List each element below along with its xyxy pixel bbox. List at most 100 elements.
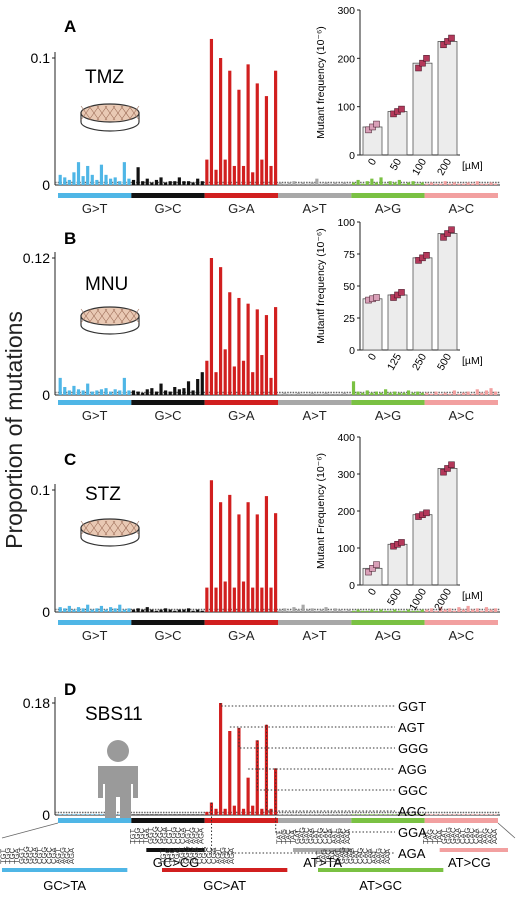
context-label: CGT bbox=[35, 848, 44, 864]
inset-bar bbox=[387, 543, 408, 586]
bar-G-to-C-3 bbox=[145, 178, 149, 185]
bar-G-to-A-3 bbox=[219, 267, 223, 395]
class-strip-G-to-A bbox=[204, 818, 278, 823]
bar-A-to-G-9 bbox=[393, 182, 397, 185]
bar-A-to-T-3 bbox=[292, 607, 296, 612]
person-head bbox=[107, 740, 129, 762]
context-label: CGA bbox=[178, 827, 187, 844]
y-tick-label-zero: 0 bbox=[42, 807, 50, 823]
bar-A-to-G-12 bbox=[406, 814, 411, 815]
bar-G-to-T-9 bbox=[99, 389, 104, 395]
bar-A-to-G-4 bbox=[370, 392, 374, 395]
y-tick-label-zero: 0 bbox=[42, 604, 50, 620]
context-label: CGC bbox=[44, 847, 53, 864]
bar-G-to-A-4 bbox=[223, 159, 227, 185]
bar-A-to-C-12 bbox=[480, 392, 484, 395]
bar-A-to-G-10 bbox=[397, 179, 401, 185]
class-label-G-to-A: G>A bbox=[228, 408, 255, 423]
bar-G-to-T-3 bbox=[72, 609, 76, 612]
bar-G-to-C-1 bbox=[136, 608, 140, 612]
inset-y-tick-label: 100 bbox=[337, 217, 355, 229]
inset-x-tick-label: 0 bbox=[366, 351, 379, 362]
bar-G-to-T-14 bbox=[122, 609, 126, 612]
bar-G-to-A-14 bbox=[269, 165, 273, 185]
inset-unit-label: [µM] bbox=[462, 160, 483, 172]
class-label-A-to-T: A>T bbox=[303, 408, 327, 423]
bar-A-to-G-2 bbox=[361, 610, 365, 612]
context-label: CGA bbox=[209, 847, 218, 864]
bar-A-to-C-4 bbox=[443, 181, 447, 185]
inset-replicate-marker bbox=[444, 38, 451, 45]
bar-A-to-C-10 bbox=[471, 393, 475, 395]
bar-G-to-C-13 bbox=[191, 182, 195, 185]
bar-A-to-G-6 bbox=[379, 814, 383, 815]
panel-d: D SBS11 0.18 0 GGT AGT GGG AGG GGC AGC GGA AGA bbox=[23, 680, 500, 861]
context-label: TGC bbox=[137, 827, 146, 844]
bar-G-to-A-6 bbox=[232, 165, 236, 185]
inset-replicate-marker bbox=[423, 252, 430, 259]
bar-A-to-C-1 bbox=[429, 393, 434, 395]
bar-G-to-C-15 bbox=[200, 181, 204, 185]
context-label: AGT bbox=[183, 828, 192, 844]
context-label: GGT bbox=[146, 827, 155, 844]
bar-G-to-T-9 bbox=[99, 814, 104, 815]
inset-bar bbox=[437, 41, 458, 156]
bar-G-to-C-6 bbox=[159, 177, 163, 185]
upper-legend-bar bbox=[146, 848, 205, 852]
bar-A-to-T-8 bbox=[315, 610, 319, 612]
context-label: CAC bbox=[467, 827, 476, 844]
context-label: CGG bbox=[200, 847, 209, 864]
context-label: TGC bbox=[168, 847, 177, 864]
bar-G-to-C-4 bbox=[150, 609, 154, 612]
context-label: TAG bbox=[319, 849, 328, 864]
bar-A-to-G-10 bbox=[397, 610, 401, 612]
inset-replicate-marker bbox=[415, 64, 422, 72]
context-label: TAC bbox=[324, 849, 333, 864]
bar-G-to-C-12 bbox=[186, 814, 191, 815]
bar-A-to-T-11 bbox=[329, 814, 333, 815]
bar-G-to-A-9 bbox=[246, 64, 250, 185]
bar-A-to-C-15 bbox=[494, 814, 498, 815]
bar-A-to-T-8 bbox=[315, 178, 319, 185]
context-label: CGT bbox=[195, 848, 204, 864]
bar-G-to-C-10 bbox=[177, 177, 181, 185]
bar-A-to-G-11 bbox=[402, 392, 406, 395]
bar-A-to-T-4 bbox=[296, 183, 301, 185]
bar-G-to-C-15 bbox=[200, 610, 204, 612]
context-label: AAG bbox=[481, 828, 490, 844]
class-label-G-to-C: G>C bbox=[154, 408, 181, 423]
context-label: AGG bbox=[58, 847, 67, 864]
dish-hatch bbox=[128, 308, 140, 324]
inset-replicate-marker bbox=[440, 468, 447, 476]
bar-A-to-C-12 bbox=[480, 183, 484, 185]
bar-A-to-C-2 bbox=[434, 183, 438, 185]
bar-G-to-A-11 bbox=[255, 740, 259, 815]
bar-G-to-C-8 bbox=[168, 181, 172, 185]
bar-A-to-T-15 bbox=[347, 814, 351, 815]
class-strip-G-to-A bbox=[204, 193, 278, 198]
bar-A-to-G-0 bbox=[351, 381, 356, 395]
class-strip-G-to-T bbox=[58, 620, 132, 625]
bar-G-to-C-11 bbox=[182, 181, 186, 185]
bar-A-to-G-14 bbox=[416, 391, 420, 395]
bar-A-to-T-5 bbox=[301, 182, 305, 185]
bar-A-to-C-0 bbox=[425, 609, 429, 612]
class-strip-A-to-G bbox=[351, 620, 425, 625]
inset-ylabel: Mutant Frequency (10⁻⁶) bbox=[315, 453, 327, 569]
bar-G-to-A-15 bbox=[274, 513, 278, 612]
inset-x-tick-label: 100 bbox=[410, 156, 429, 177]
bar-G-to-A-10 bbox=[251, 372, 255, 395]
context-label: TAA bbox=[435, 829, 444, 844]
bar-A-to-T-7 bbox=[310, 392, 314, 395]
bar-A-to-T-8 bbox=[315, 814, 319, 815]
bar-G-to-T-3 bbox=[72, 172, 76, 185]
bar-A-to-C-6 bbox=[452, 182, 456, 185]
bar-G-to-T-9 bbox=[99, 605, 104, 612]
bar-G-to-C-5 bbox=[154, 391, 159, 395]
bar-G-to-T-4 bbox=[76, 607, 81, 612]
bar-G-to-T-12 bbox=[113, 608, 117, 612]
dish-hatch bbox=[120, 308, 132, 324]
inset-replicate-marker bbox=[369, 565, 376, 572]
class-strip-G-to-A bbox=[204, 620, 278, 625]
panel-a: A TMZ 0.1 0 G>T G>C G>A A>T A>G A>C Mutant frequen… bbox=[31, 5, 500, 216]
